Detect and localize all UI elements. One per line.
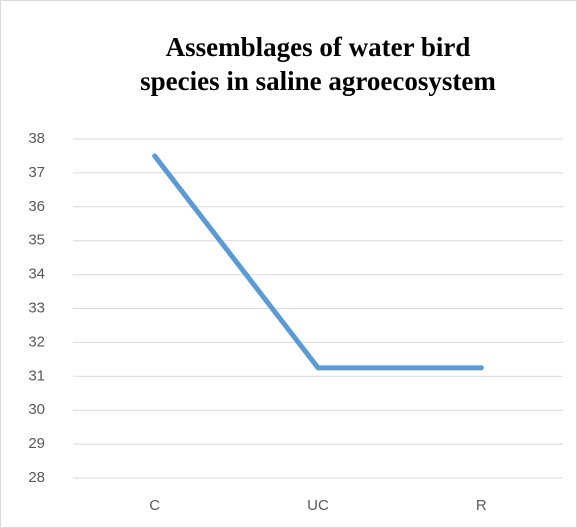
x-tick-label: R bbox=[476, 497, 487, 514]
y-tick-label: 29 bbox=[28, 435, 45, 452]
y-tick-label: 28 bbox=[28, 469, 45, 486]
y-tick-label: 36 bbox=[28, 198, 45, 215]
y-tick-label: 33 bbox=[28, 299, 45, 316]
y-tick-label: 32 bbox=[28, 333, 45, 350]
y-tick-label: 38 bbox=[28, 130, 45, 147]
x-tick-label: UC bbox=[307, 497, 329, 514]
y-tick-label: 34 bbox=[28, 266, 45, 283]
y-tick-label: 31 bbox=[28, 367, 45, 384]
y-tick-label: 37 bbox=[28, 164, 45, 181]
x-tick-label: C bbox=[149, 497, 160, 514]
y-tick-label: 30 bbox=[28, 401, 45, 418]
chart-title: species in saline agroecosystem bbox=[140, 66, 496, 96]
chart-title: Assemblages of water bird bbox=[166, 32, 471, 62]
y-tick-label: 35 bbox=[28, 232, 45, 249]
data-line bbox=[152, 153, 484, 371]
